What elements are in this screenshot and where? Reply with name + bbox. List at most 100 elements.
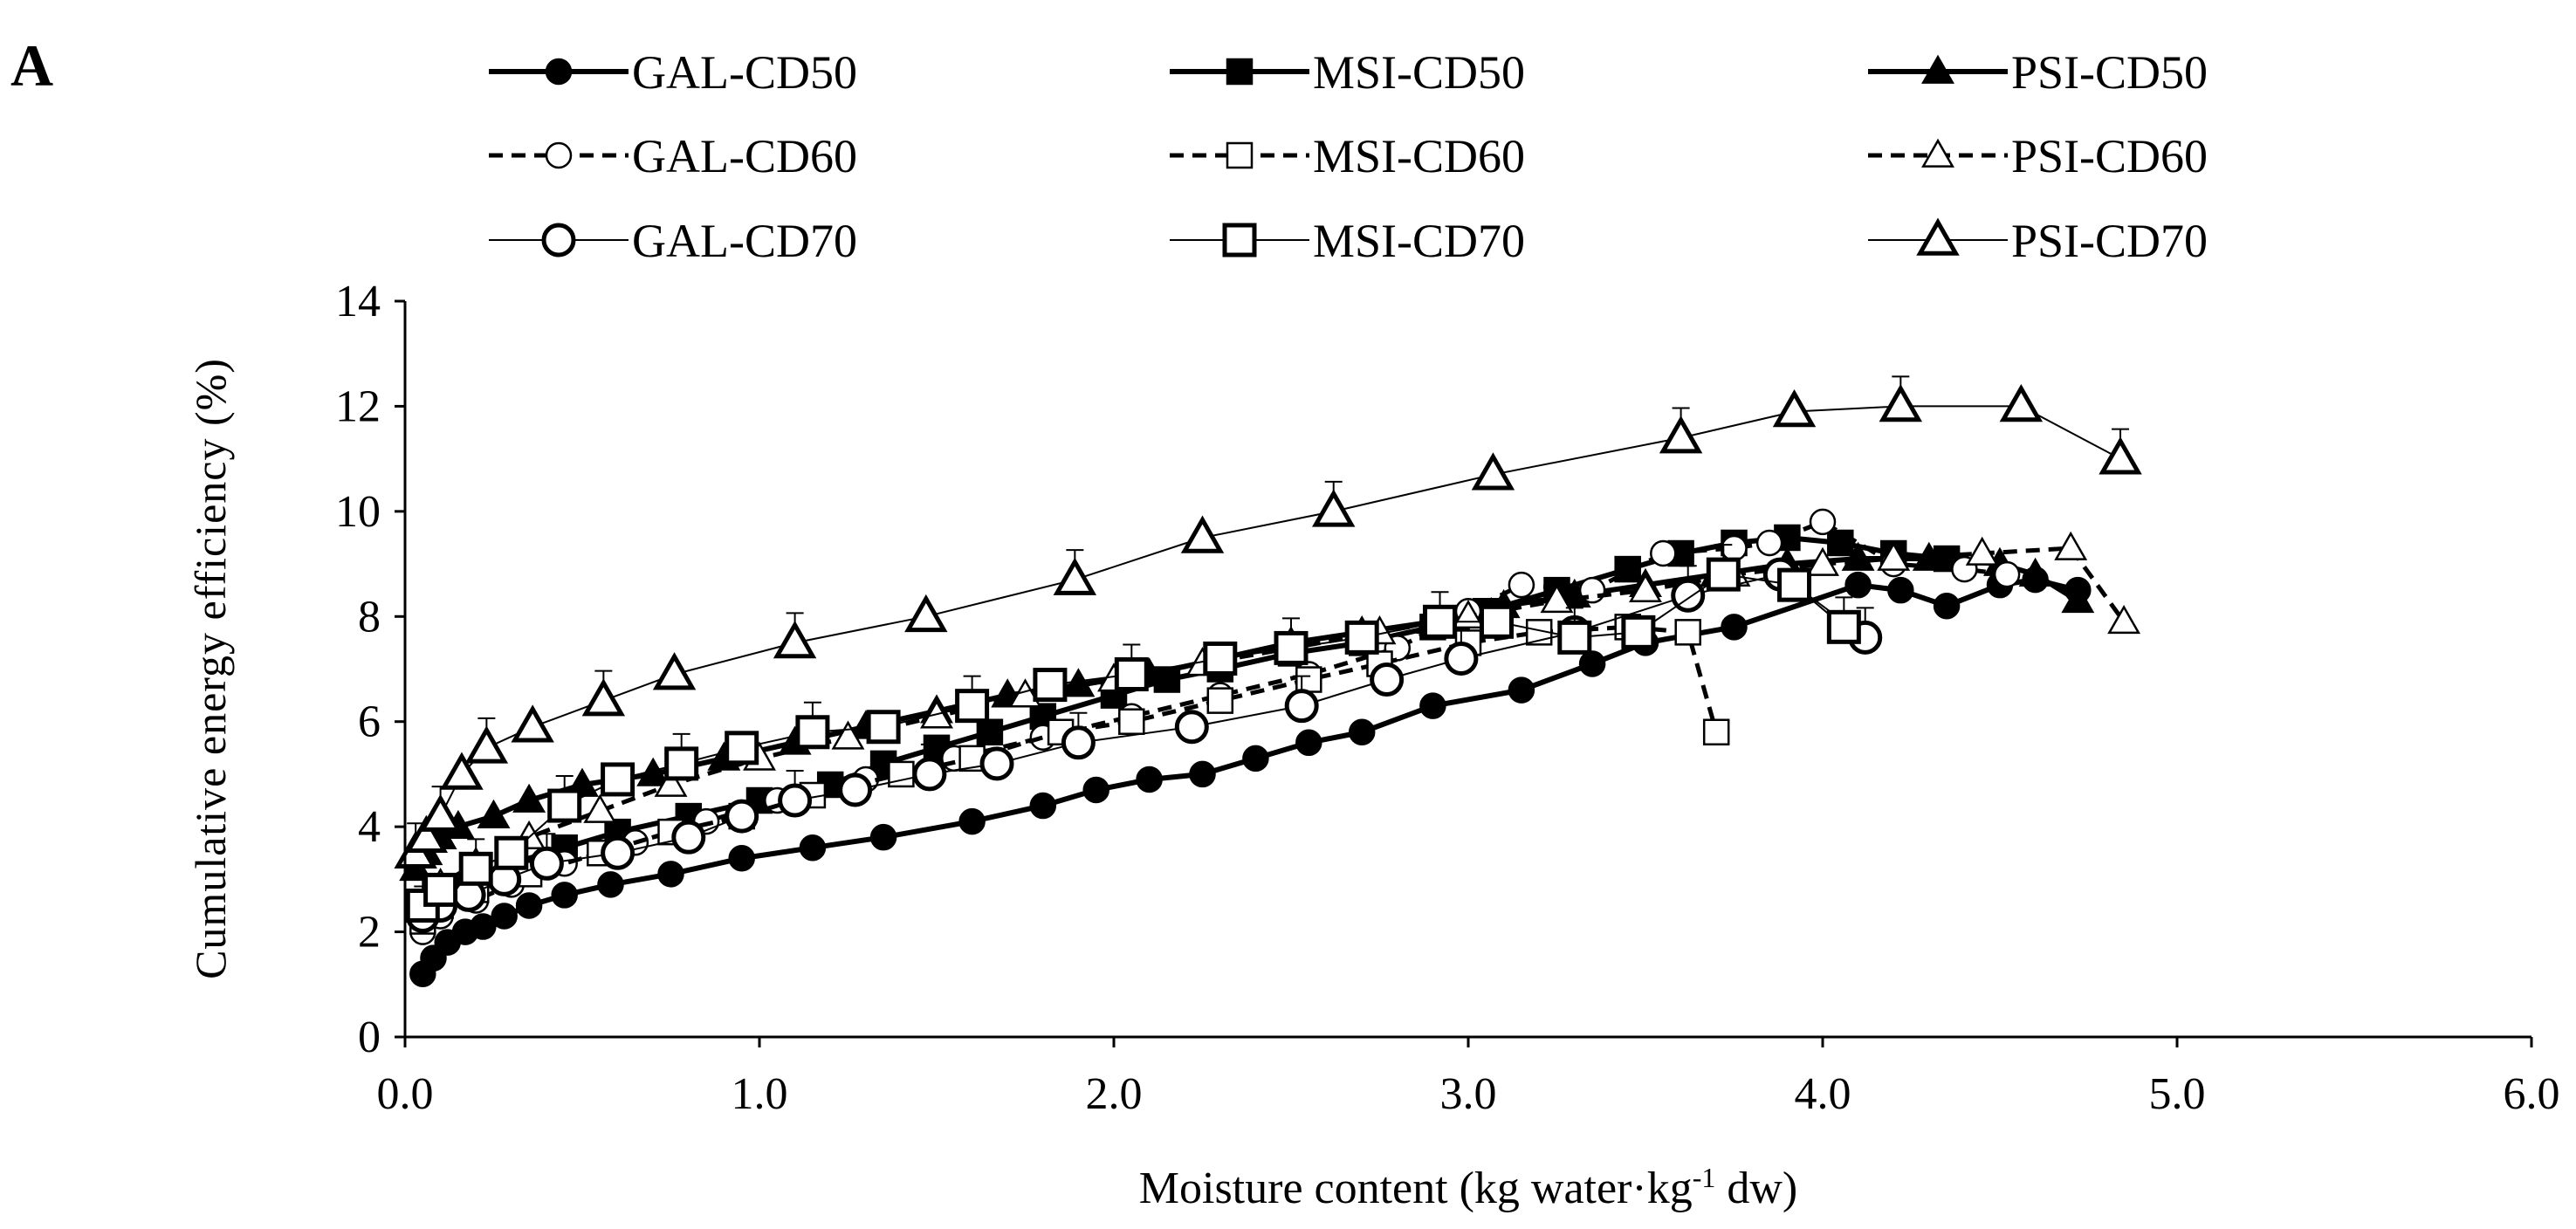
data-point xyxy=(979,746,1014,781)
data-point xyxy=(1755,529,1783,557)
x-axis-label: Moisture content (kg water·kg-1 dw) xyxy=(1139,1162,1797,1213)
legend-label: PSI-CD50 xyxy=(2011,46,2208,99)
legend-item-msi-cd50: MSI-CD50 xyxy=(1170,46,1525,99)
legend-label: PSI-CD70 xyxy=(2011,215,2208,267)
data-point xyxy=(1877,541,1911,571)
x-tick-label: 3.0 xyxy=(1440,1069,1497,1119)
data-point xyxy=(912,757,947,792)
x-axis-label-main: Moisture content (kg water·kg xyxy=(1139,1164,1693,1213)
data-point xyxy=(529,846,564,881)
data-point xyxy=(1312,489,1356,527)
legend-marker xyxy=(1916,217,1960,256)
data-point xyxy=(1423,604,1458,639)
data-point xyxy=(838,772,873,807)
legend-item-msi-cd70: MSI-CD70 xyxy=(1170,215,1525,267)
data-point xyxy=(1629,573,1662,603)
legend-item-gal-cd60: GAL-CD60 xyxy=(489,130,857,182)
data-point xyxy=(1206,687,1234,714)
legend-item-msi-cd60: MSI-CD60 xyxy=(1170,130,1525,182)
data-point xyxy=(515,892,543,919)
data-point xyxy=(1772,389,1817,428)
data-point xyxy=(1621,614,1656,649)
series-line xyxy=(421,546,2126,908)
legend-label: GAL-CD50 xyxy=(632,46,857,99)
data-point xyxy=(404,814,449,853)
data-point xyxy=(1242,745,1269,772)
series-msi-cd70 xyxy=(405,544,1861,923)
legend: GAL-CD50 MSI-CD50 PSI-CD50 GAL-CD60 MSI-CD60… xyxy=(489,46,2208,267)
data-point xyxy=(581,678,626,717)
data-point xyxy=(1887,576,1914,604)
data-point xyxy=(1033,668,1068,703)
y-tick-label: 10 xyxy=(335,487,381,537)
series-gal-cd50 xyxy=(409,566,2092,987)
data-point xyxy=(1557,620,1592,655)
data-point xyxy=(664,746,699,781)
y-tick-label: 4 xyxy=(358,802,381,852)
x-tick-label: 5.0 xyxy=(2149,1069,2206,1119)
data-point xyxy=(1118,708,1145,735)
panel-label: A xyxy=(10,32,53,99)
data-point xyxy=(1721,534,1748,562)
data-point xyxy=(2061,583,2095,614)
data-point xyxy=(1203,641,1238,676)
data-point xyxy=(1879,383,1923,422)
legend-label: PSI-CD60 xyxy=(2011,130,2208,182)
y-tick-label: 8 xyxy=(358,592,381,642)
x-tick-label: 2.0 xyxy=(1086,1069,1143,1119)
legend-item-psi-cd60: PSI-CD60 xyxy=(1868,130,2208,182)
data-point xyxy=(2054,531,2088,560)
y-tick-label: 2 xyxy=(358,908,381,958)
legend-marker xyxy=(545,58,573,86)
data-point xyxy=(1370,663,1405,697)
data-point xyxy=(1284,689,1319,724)
data-point xyxy=(464,725,509,764)
data-point xyxy=(1274,630,1309,665)
data-point xyxy=(440,752,484,790)
y-tick-label: 12 xyxy=(335,381,381,431)
data-point xyxy=(1827,529,1854,557)
data-point xyxy=(1965,536,1999,566)
data-point xyxy=(866,710,901,745)
legend-marker xyxy=(1222,223,1257,257)
legend-label: MSI-CD70 xyxy=(1313,215,1525,267)
data-point xyxy=(773,620,817,659)
data-point xyxy=(955,689,990,724)
data-point xyxy=(1344,620,1379,655)
data-point xyxy=(1540,583,1574,614)
data-point xyxy=(1674,619,1701,646)
data-point xyxy=(652,652,697,690)
data-point xyxy=(728,845,755,872)
data-point xyxy=(494,835,529,870)
data-point xyxy=(1029,792,1057,820)
series-gal-cd70 xyxy=(405,557,1883,934)
data-point xyxy=(2099,436,2142,475)
data-point xyxy=(725,731,759,766)
y-tick-label: 14 xyxy=(335,277,381,326)
data-point xyxy=(799,834,827,862)
plot-area: 0 2 4 6 8 10 12 14 0.0 1.0 2.0 3.0 4.0 5.0 6.0 xyxy=(335,277,2560,1119)
data-point xyxy=(1706,557,1741,592)
legend-marker xyxy=(1921,54,1954,84)
data-point xyxy=(831,720,865,750)
data-point xyxy=(654,767,688,797)
data-point xyxy=(418,793,463,832)
data-point xyxy=(1295,666,1322,693)
x-tick-label: 4.0 xyxy=(1795,1069,1851,1119)
data-point xyxy=(1114,657,1149,692)
x-tick-label: 0.0 xyxy=(377,1069,434,1119)
legend-item-psi-cd70: PSI-CD70 xyxy=(1868,215,2208,267)
data-point xyxy=(1082,776,1109,804)
y-tick-label: 6 xyxy=(358,697,381,747)
legend-label: MSI-CD50 xyxy=(1313,46,1525,99)
data-point xyxy=(1479,604,1514,639)
y-tick-label: 0 xyxy=(358,1013,381,1062)
data-point xyxy=(1702,718,1730,746)
data-point xyxy=(491,903,518,930)
data-point xyxy=(477,799,511,828)
data-point xyxy=(1933,592,1961,620)
data-point xyxy=(1061,725,1096,760)
legend-label: MSI-CD60 xyxy=(1313,130,1525,182)
data-point xyxy=(512,783,546,813)
y-ticks: 0 2 4 6 8 10 12 14 xyxy=(335,277,405,1062)
